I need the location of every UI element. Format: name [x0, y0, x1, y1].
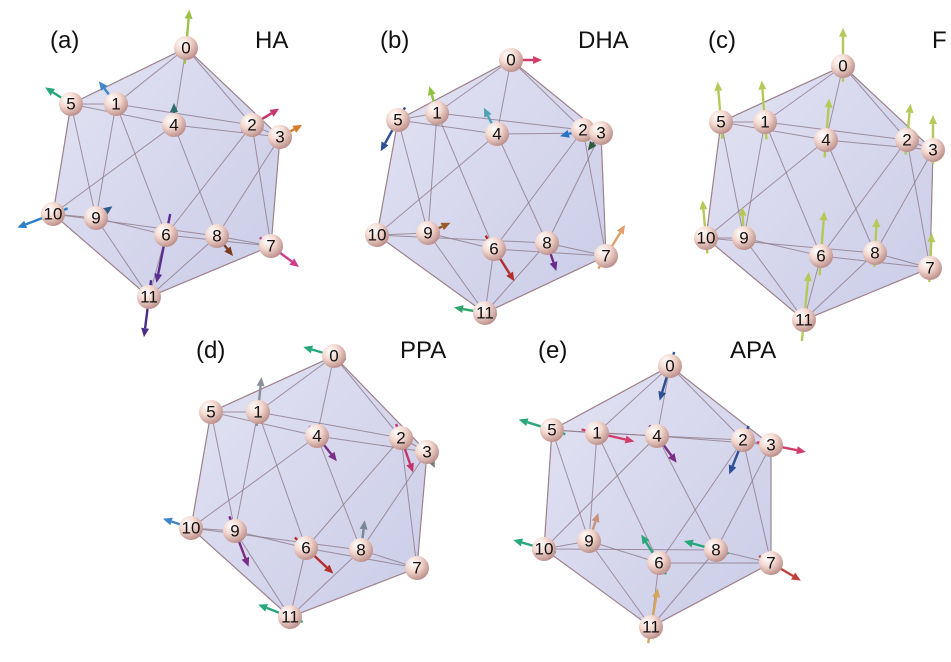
node-label: 6: [161, 225, 170, 244]
node-label: 3: [928, 140, 937, 159]
node-label: 7: [266, 236, 275, 255]
node-label: 3: [275, 127, 284, 146]
arrow-head: [303, 346, 313, 354]
arrow-head: [758, 81, 766, 90]
arrow-head: [796, 446, 806, 454]
panel-tag: (e): [538, 337, 567, 364]
node-label: 2: [738, 430, 747, 449]
node-label: 8: [356, 540, 365, 559]
node-label: 10: [368, 225, 387, 244]
node-label: 0: [838, 56, 847, 75]
arrow-head: [533, 56, 542, 64]
node-label: 6: [816, 246, 825, 265]
node-label: 4: [652, 426, 661, 445]
node-label: 8: [212, 226, 221, 245]
panel-tag: (b): [380, 27, 409, 54]
node-label: 8: [870, 243, 879, 262]
node-label: 4: [169, 115, 178, 134]
panel: 01234567891011(c)F: [694, 27, 947, 341]
node-label: 0: [181, 38, 190, 57]
arrow-head: [428, 86, 436, 96]
arrow-head: [163, 518, 173, 526]
node-label: 4: [492, 124, 501, 143]
panel-tag: (d): [196, 337, 225, 364]
panel-title: DHA: [578, 27, 629, 54]
node-label: 6: [301, 538, 310, 557]
node-label: 3: [596, 123, 605, 142]
node-label: 5: [716, 112, 725, 131]
node-label: 7: [601, 246, 610, 265]
node-label: 2: [396, 428, 405, 447]
node-label: 5: [393, 110, 402, 129]
panel-title: HA: [255, 27, 288, 54]
node-label: 9: [91, 208, 100, 227]
arrow-head: [906, 104, 914, 113]
arrow-head: [839, 28, 847, 37]
node-label: 0: [506, 50, 515, 69]
node-label: 1: [592, 423, 601, 442]
panel-tag: (c): [708, 27, 736, 54]
node-label: 1: [432, 103, 441, 122]
node-label: 11: [476, 303, 494, 322]
icosahedron-body: [377, 60, 606, 313]
arrow-head: [185, 10, 193, 19]
node-label: 5: [206, 402, 215, 421]
node-label: 9: [230, 521, 239, 540]
node-label: 3: [766, 435, 775, 454]
node-label: 11: [642, 617, 660, 636]
panel: 01234567891011(a)HA: [17, 10, 302, 337]
panel: 01234567891011(b)DHA: [365, 27, 629, 325]
node-label: 10: [44, 204, 63, 223]
node-label: 11: [795, 310, 813, 329]
arrow-head: [699, 200, 707, 209]
node-label: 5: [547, 420, 556, 439]
arrow-head: [258, 604, 268, 611]
node-label: 2: [902, 130, 911, 149]
node-label: 7: [925, 258, 934, 277]
node-label: 4: [312, 426, 321, 445]
node-label: 9: [739, 228, 748, 247]
node-label: 11: [140, 287, 158, 306]
panel-tag: (a): [50, 27, 79, 54]
node-label: 0: [329, 346, 338, 365]
node-label: 1: [760, 112, 769, 131]
arrow-head: [714, 82, 722, 91]
node-label: 2: [247, 115, 256, 134]
node-label: 3: [422, 442, 431, 461]
node-label: 10: [182, 518, 201, 537]
figure: 01234567891011(a)HA01234567891011(b)DHA0…: [0, 0, 951, 662]
panel-title: F: [932, 27, 947, 54]
node-label: 6: [654, 553, 663, 572]
icosahedron-body: [544, 366, 771, 627]
node-label: 10: [697, 228, 716, 247]
node-label: 9: [423, 223, 432, 242]
node-label: 8: [542, 233, 551, 252]
node-label: 6: [489, 239, 498, 258]
node-label: 10: [535, 539, 554, 558]
icosahedron-body: [706, 66, 933, 320]
arrow-head: [141, 328, 149, 337]
node-label: 0: [665, 356, 674, 375]
node-label: 7: [412, 558, 421, 577]
panel-title: PPA: [400, 337, 446, 364]
arrow-head: [454, 305, 464, 313]
node-label: 8: [711, 540, 720, 559]
node-label: 1: [111, 94, 120, 113]
arrow-head: [257, 377, 265, 386]
arrow-head: [519, 418, 529, 426]
node-label: 9: [584, 531, 593, 550]
node-label: 4: [821, 130, 830, 149]
panel-title: APA: [730, 337, 776, 364]
arrow-head: [17, 221, 27, 228]
arrow-head: [513, 539, 523, 547]
arrow-head: [929, 115, 937, 124]
node-label: 5: [66, 94, 75, 113]
icosahedron-body: [53, 48, 280, 297]
node-label: 7: [766, 553, 775, 572]
node-label: 11: [281, 607, 299, 626]
node-label: 1: [253, 402, 262, 421]
node-label: 2: [578, 120, 587, 139]
